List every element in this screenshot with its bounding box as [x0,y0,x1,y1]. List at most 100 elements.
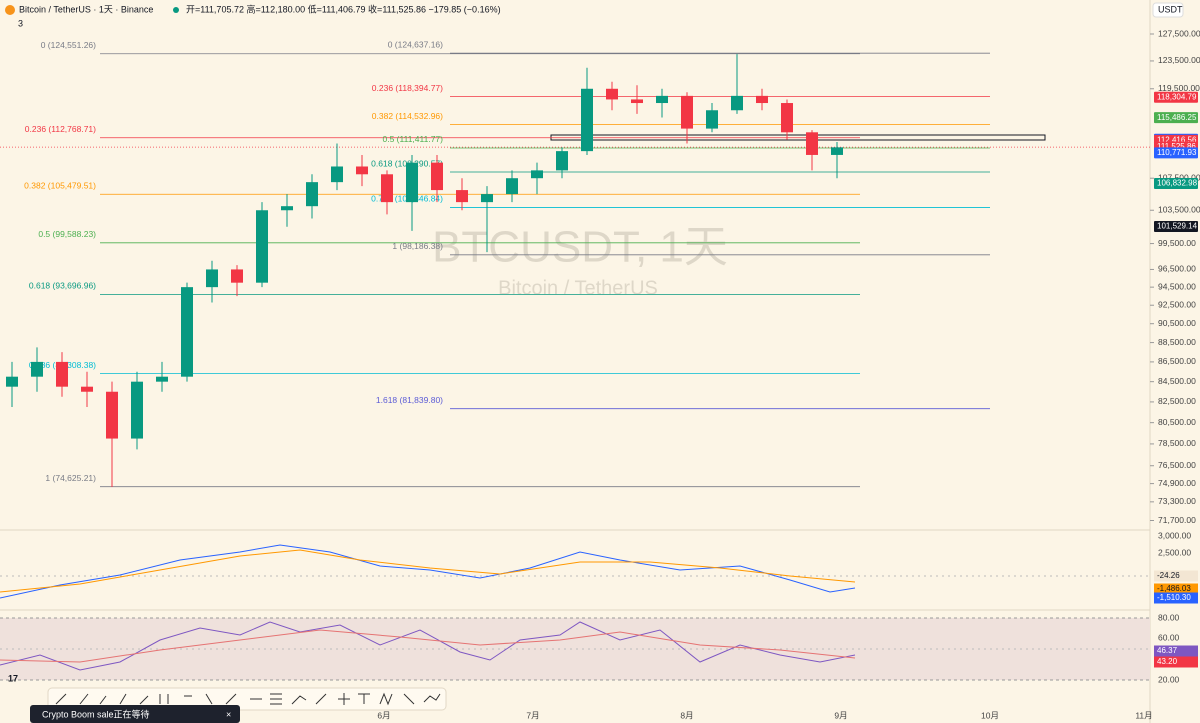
candle-body [106,391,118,439]
price-badge-label: 111,525.86 [1157,142,1196,151]
fib-label: 0.236 (118,394.77) [372,83,443,93]
fib-label: 0 (124,637.16) [388,39,443,49]
fib-label: 1 (74,625.21) [45,473,96,483]
indicator-badge-label: -24.26 [1157,571,1180,580]
currency-box[interactable] [1152,2,1184,18]
time-label: 11月 [1135,710,1152,720]
time-label: 7月 [526,710,539,720]
price-label: 74,900.00 [1158,478,1196,488]
price-label: 71,700.00 [1158,515,1196,525]
indicator-badge-label: 46.37 [1157,646,1178,655]
price-label: 119,500.00 [1158,83,1200,93]
indicator-badge [1154,656,1198,668]
candle-body [731,95,743,111]
price-label: 73,300.00 [1158,496,1196,506]
time-label: 9月 [834,710,847,720]
fib-label: 0.382 (105,479.51) [24,180,96,190]
price-label: 127,500.00 [1158,28,1200,38]
toast-text: Crypto Boom sale正在等待 [42,708,150,719]
fib-label: 1 (98,186.38) [392,241,443,251]
fib-label: 0 (124,551.26) [41,40,96,50]
price-badge-label: 115,486.25 [1157,113,1197,122]
symbol: Bitcoin / TetherUS · 1天 · Binance [19,4,153,14]
candle-body [456,190,468,203]
currency[interactable]: USDT [1158,4,1183,14]
toast[interactable] [30,705,240,723]
indicator-badge [1154,592,1198,604]
time-label: 8月 [680,710,693,720]
watermark-title: BTCUSDT, 1天 [432,223,728,272]
candle-body [56,361,68,387]
price-label: 82,500.00 [1158,396,1196,406]
rsi-ma-line [0,629,856,663]
indicator-badge-label: -1,510.30 [1157,593,1191,602]
candle-body [81,386,93,392]
price-label: 103,500.00 [1158,205,1200,215]
candle-body [681,95,693,129]
price-label: 88,500.00 [1158,337,1196,347]
toast-close[interactable]: × [226,709,231,719]
rsi-band [0,618,1150,680]
candle-body [706,110,718,129]
candle-body [331,166,343,183]
price-badge-label: 106,832.98 [1157,179,1198,188]
candle-body [431,162,443,191]
rsi-tick: 60.00 [1158,632,1180,642]
price-label: 78,500.00 [1158,438,1196,448]
indicator-badge [1154,583,1198,595]
ohlc: 开=111,705.72 高=112,180.00 低=111,406.79 收… [186,3,501,14]
candle-body [131,381,143,439]
price-label: 107,500.00 [1158,172,1200,182]
indicator-badge [1154,645,1198,657]
toolbar-icons[interactable] [55,692,441,706]
fib-label: 0.5 (111,411.77) [383,134,444,144]
candle-body [381,174,393,203]
candle-body [531,170,543,179]
candle-body [231,269,243,283]
price-badge-label: 101,529.14 [1157,222,1198,231]
indicator-badge [1154,570,1198,582]
logo: 17 [8,673,18,683]
fib-label: 0.236 (112,768.71) [25,124,96,134]
price-label: 80,500.00 [1158,417,1196,427]
macd-tick: 2,500.00 [1158,547,1191,557]
indicator-count: 3 [18,18,23,28]
coin-icon [5,5,15,15]
candle-body [581,88,593,152]
candle-body [306,182,318,207]
candle-body [806,132,818,155]
price-badge [1154,112,1198,124]
price-badge [1154,147,1198,159]
macd-tick: 3,000.00 [1158,530,1191,540]
candle-body [31,361,43,377]
candle-body [356,166,368,175]
price-label: 86,500.00 [1158,356,1196,366]
fib-label: 0.5 (99,588.23) [38,229,96,239]
candle-body [631,99,643,104]
price-label: 99,500.00 [1158,238,1196,248]
watermark-subtitle: Bitcoin / TetherUS [498,277,658,299]
candle-body [756,95,768,104]
price-badge [1154,177,1198,189]
rsi-tick: 20.00 [1158,674,1180,684]
price-label: 92,500.00 [1158,299,1196,309]
candle-body [556,151,568,171]
price-label: 94,500.00 [1158,281,1196,291]
candle-body [481,194,493,203]
price-badge [1154,91,1198,103]
price-badge-label: 110,771.93 [1157,148,1197,157]
fib-label: 0.618 (93,696.96) [29,281,96,291]
fib-label: 0.382 (114,532.96) [372,111,443,121]
time-label: 6月 [377,710,390,720]
price-badge-label: 112,416.56 [1157,136,1197,145]
fib-label: 1.618 (81,839.80) [376,395,443,405]
time-label: 10月 [981,710,999,720]
candle-body [831,147,843,155]
drawing-toolbar [47,687,447,711]
price-label: 96,500.00 [1158,264,1196,274]
candle-body [656,95,668,104]
indicator-badge-label: 43.20 [1157,657,1178,666]
candle-body [506,178,518,195]
price-label: 123,500.00 [1158,55,1200,65]
